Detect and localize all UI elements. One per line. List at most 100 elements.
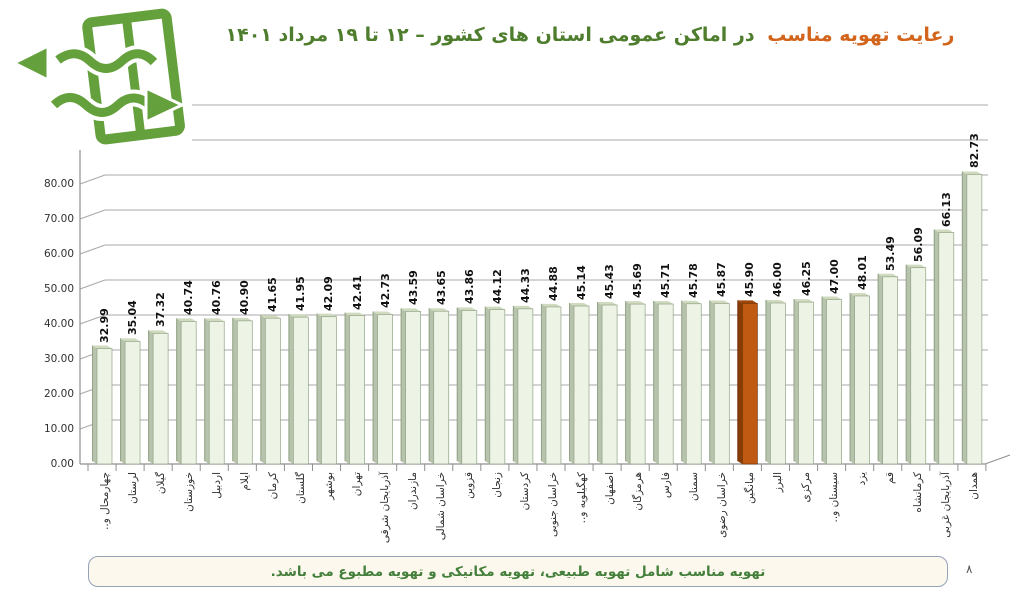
bar-side-face (877, 273, 883, 464)
bar-side-face (204, 318, 210, 464)
bar-top-face (709, 300, 730, 304)
bar-category-label: خوزستان (182, 472, 195, 512)
x-axis-depth-edge (984, 454, 1011, 465)
bar-side-face (597, 301, 603, 464)
bar-side-face (260, 315, 266, 464)
bar-category-label: بوشهر (322, 472, 335, 500)
ventilation-logo (0, 0, 192, 150)
bar-value-label: 41.95 (294, 276, 308, 312)
title-rest: در اماکن عمومی استان های کشور – ۱۲ تا ۱۹… (225, 24, 755, 46)
y-axis-label: 0.00 (50, 458, 74, 470)
bar-side-face (120, 338, 126, 464)
bar (573, 305, 590, 465)
bar-side-face (849, 292, 855, 464)
bar-category-label: گیلان (154, 472, 167, 495)
bar-category-label: کرمان (266, 472, 279, 500)
bar-category-label: میانگین (743, 472, 756, 504)
bar-category-label: اصفهان (603, 472, 616, 505)
bar-top-face (569, 303, 590, 307)
bar-side-face (344, 312, 350, 464)
bar (517, 308, 534, 465)
bar-top-face (260, 315, 281, 319)
grid-line-connector (79, 209, 106, 220)
bar-value-label: 45.87 (715, 262, 729, 298)
bar-category-label: قزوین (463, 472, 476, 499)
bar-category-label: گلستان (294, 472, 307, 504)
bar-value-label: 41.65 (266, 277, 280, 313)
bar-value-label: 47.00 (827, 258, 841, 294)
bar-category-label: آذربایجان شرقی (379, 472, 392, 544)
bar-value-label: 56.09 (911, 226, 925, 262)
bar-top-face (204, 318, 225, 322)
bar (349, 315, 365, 465)
bar-side-face (456, 307, 462, 464)
bar-top-face (681, 300, 702, 304)
bar-category-label: قم (884, 472, 897, 485)
y-axis-label: 30.00 (43, 353, 74, 365)
bar-value-label: 44.88 (546, 266, 560, 301)
bar-category-label: آذربایجان غربی (940, 472, 953, 538)
bar-top-face (933, 229, 954, 233)
bar-side-face (625, 301, 631, 464)
bar-top-face (849, 292, 870, 296)
bar-category-label: تهران (351, 472, 364, 497)
bar-category-label: مازندران (407, 472, 420, 511)
bar-side-face (288, 314, 294, 464)
bar-value-label: 48.01 (855, 255, 869, 290)
bar-top-face (428, 308, 449, 312)
bar (545, 306, 562, 465)
bar (798, 301, 814, 465)
bar-value-label: 43.59 (406, 270, 420, 306)
bar-value-label: 82.73 (967, 133, 981, 169)
bar-value-label: 45.78 (687, 262, 701, 298)
bar-top-face (540, 303, 561, 307)
bar-value-label: 45.69 (631, 263, 645, 299)
bar-category-label: یزد (856, 472, 869, 486)
bar-side-face (653, 301, 659, 464)
bar-side-face (933, 229, 939, 464)
bar-top-face (877, 273, 898, 277)
bar (629, 303, 646, 465)
bar-value-label: 40.76 (210, 280, 224, 316)
bar-top-face (793, 299, 814, 303)
bar-side-face (92, 345, 97, 464)
bar (124, 341, 141, 465)
bar-value-label: 43.65 (434, 270, 448, 306)
bar-value-label: 37.32 (154, 292, 168, 328)
bar-side-face (540, 303, 546, 464)
bar-category-label: البرز (771, 472, 784, 493)
bar (938, 232, 955, 465)
bar-category-label: کهگیلویه و.. (575, 472, 588, 524)
bar (96, 348, 113, 465)
bar (966, 174, 983, 465)
bar-side-face (316, 313, 322, 464)
bar-category-label: اردبیل (210, 472, 223, 499)
bar-category-label: خراسان جنوبی (547, 472, 560, 538)
bar-value-label: 40.90 (238, 280, 252, 315)
bar-top-face (737, 300, 758, 304)
bar (742, 303, 758, 465)
bar-top-face (372, 311, 393, 315)
bar-side-face (793, 299, 799, 464)
grid-line-connector (79, 174, 106, 185)
bar-top-face (344, 312, 365, 316)
grid-line-connector (79, 279, 106, 290)
y-axis-label: 60.00 (43, 248, 74, 260)
y-axis-label: 80.00 (43, 178, 74, 190)
bar-category-label: لرستان (126, 472, 139, 504)
bar-value-label: 66.13 (939, 191, 953, 227)
bar-category-label: کرمانشاه (912, 472, 925, 513)
bar-value-label: 44.33 (518, 268, 532, 303)
bar-top-face (484, 306, 505, 310)
bar-top-face (400, 308, 421, 312)
bar (601, 304, 618, 465)
bar-top-face (316, 313, 337, 317)
bar (882, 276, 899, 465)
bar-side-face (176, 318, 182, 464)
bar-value-label: 53.49 (883, 235, 897, 271)
bar-category-label: سیستان و.. (828, 472, 841, 523)
bar-side-face (821, 296, 827, 464)
bar-category-label: همدان (968, 472, 981, 500)
bar (405, 311, 422, 465)
bar-side-face (765, 300, 771, 464)
